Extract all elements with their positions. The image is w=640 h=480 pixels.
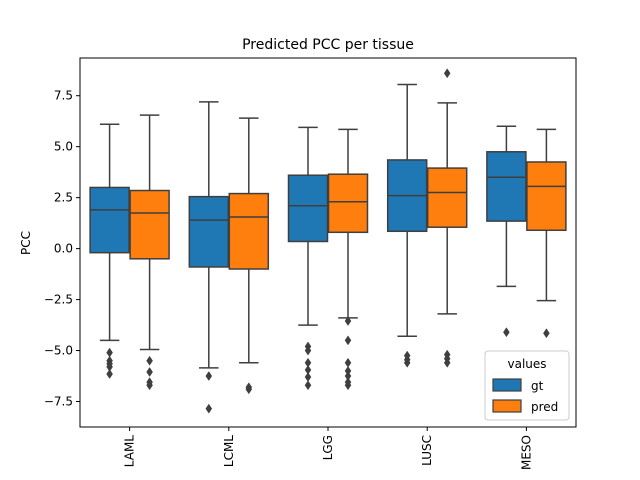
y-axis: −7.5 −5.0 −2.5 0.0 2.5 5.0 7.5 [44,89,80,409]
x-tick-label: LCML [222,435,236,467]
outlier-marker [205,371,213,381]
x-tick-label: LUSC [420,435,434,466]
box-gt-LUSC [386,83,428,368]
y-axis-label: PCC [19,231,33,255]
outlier-marker [304,380,312,391]
box-body [129,189,170,260]
outlier-marker [205,403,213,414]
box-body [526,161,567,232]
outlier-marker [344,335,352,346]
box-gt-LAML [89,123,130,379]
outlier-marker [443,68,451,79]
outlier-marker [146,355,153,366]
outlier-marker [106,347,113,358]
outlier-marker [146,367,153,377]
box-body [486,151,527,222]
legend-title: values [507,357,546,371]
box-body [188,195,230,268]
box-pred-MESO [526,128,567,339]
outlier-marker [403,357,411,368]
box-pred-LGG [327,128,369,391]
outlier-marker [304,372,312,383]
outlier-marker [146,380,153,391]
plot-area [89,68,567,414]
outlier-marker [106,369,113,379]
outlier-marker [344,380,352,391]
outlier-marker [245,384,253,395]
chart-title: Predicted PCC per tissue [242,37,414,53]
x-tick-label: LGG [321,435,335,460]
box-pred-LUSC [426,68,468,368]
legend-swatch-pred [492,399,522,413]
box-body [327,173,369,234]
outlier-marker [344,357,352,368]
outlier-marker [344,316,352,326]
y-tick-label: 5.0 [54,140,73,154]
outlier-marker [503,327,510,338]
outlier-marker [443,357,451,368]
legend: values gt pred [484,350,570,421]
x-tick-label: LAML [123,435,137,468]
y-tick-label: −7.5 [44,395,73,409]
outlier-marker [304,345,312,356]
outlier-marker [543,328,550,339]
y-tick-label: 0.0 [54,242,73,256]
x-axis: LAML LCML LGG LUSC MESO [123,427,533,470]
y-tick-label: 7.5 [54,89,73,103]
y-tick-label: −2.5 [44,293,73,307]
box-gt-LGG [287,126,329,391]
legend-swatch-gt [492,378,522,392]
box-pred-LCML [228,117,270,395]
box-gt-LCML [188,101,230,414]
legend-label-pred: pred [531,400,558,414]
box-body [89,186,130,254]
box-body [426,167,468,228]
y-tick-label: −5.0 [44,344,73,358]
box-body [287,174,329,243]
x-tick-label: MESO [519,435,533,470]
legend-label-gt: gt [531,379,544,393]
y-tick-label: 2.5 [54,191,73,205]
box-gt-MESO [486,125,527,338]
box-pred-LAML [129,114,170,391]
box-body [228,192,270,270]
